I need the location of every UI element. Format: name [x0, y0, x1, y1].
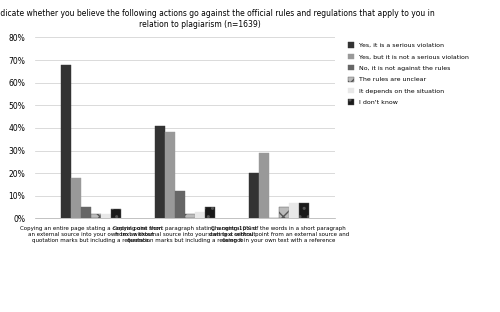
Bar: [81, 207, 91, 218]
Bar: [195, 212, 205, 218]
Bar: [258, 153, 268, 218]
Bar: [71, 178, 81, 218]
Bar: [155, 126, 165, 218]
Bar: [185, 214, 195, 218]
Bar: [91, 214, 101, 218]
Legend: Yes, it is a serious violation, Yes, but it is not a serious violation, No, it i: Yes, it is a serious violation, Yes, but…: [346, 41, 470, 107]
Bar: [289, 202, 299, 218]
Bar: [101, 214, 111, 218]
Bar: [205, 207, 215, 218]
Bar: [175, 191, 185, 218]
Bar: [298, 202, 308, 218]
Bar: [165, 133, 175, 218]
Text: Please indicate whether you believe the following actions go against the officia: Please indicate whether you believe the …: [0, 9, 434, 29]
Bar: [278, 207, 288, 218]
Bar: [61, 65, 71, 218]
Bar: [111, 209, 121, 218]
Bar: [248, 173, 258, 218]
